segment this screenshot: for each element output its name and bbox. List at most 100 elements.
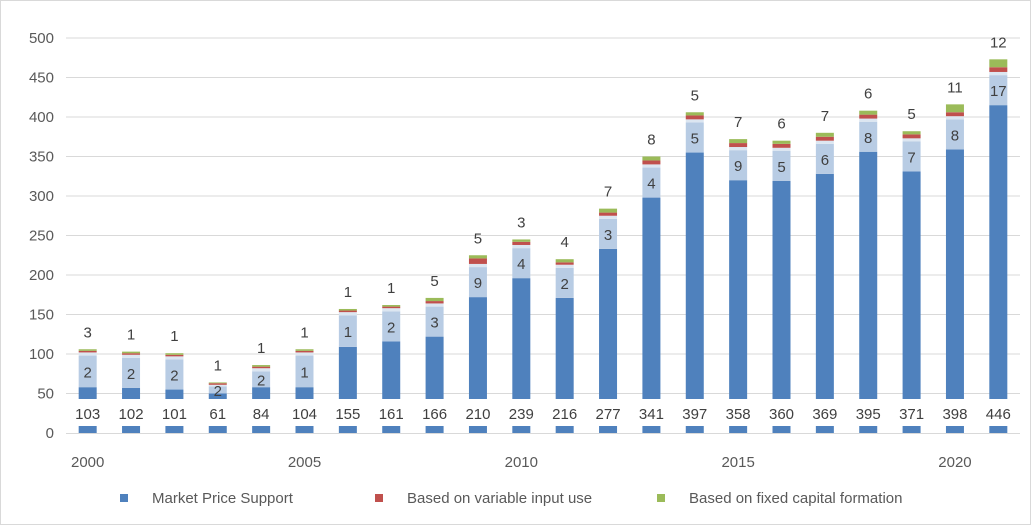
bar-segment: [382, 311, 401, 342]
top-label: 5: [691, 87, 699, 104]
legend-label: Based on variable input use: [407, 490, 592, 507]
bar-segment: [165, 353, 184, 355]
x-tick-label: 2020: [938, 454, 971, 471]
segment-label: 9: [734, 158, 742, 175]
bar-segment: [729, 180, 748, 433]
x-axis: 2000 2005 2010 2015 2020: [66, 433, 1020, 471]
top-label: 7: [821, 108, 829, 125]
bar-segment: [295, 355, 314, 388]
bar-segment: [122, 353, 141, 355]
top-label: 6: [864, 86, 872, 103]
bar-segment: [685, 112, 704, 116]
segment-label: 6: [821, 152, 829, 169]
bar-segment: [555, 259, 574, 263]
top-label: 5: [430, 273, 438, 290]
segment-label: 7: [907, 150, 915, 167]
bar-segment: [989, 105, 1008, 434]
bar-segment: [772, 180, 791, 433]
top-label: 5: [907, 106, 915, 123]
bar-segment: [772, 147, 791, 151]
bar-segment: [555, 264, 574, 268]
top-label: 3: [84, 324, 92, 341]
top-label: 1: [257, 340, 265, 357]
bottom-label: 103: [75, 406, 100, 423]
bar-segment: [685, 119, 704, 123]
y-tick-label: 200: [29, 267, 54, 284]
bar-segment: [945, 112, 964, 117]
bar-segment: [815, 143, 834, 174]
bar-segment: [382, 306, 401, 309]
bottom-label: 102: [119, 406, 144, 423]
bar-segment: [338, 310, 357, 313]
bottom-label: 369: [812, 406, 837, 423]
bar-segment: [252, 371, 271, 388]
bar-segment: [468, 255, 487, 259]
top-label: 11: [947, 79, 963, 96]
bar-segment: [685, 152, 704, 434]
bar-segment: [859, 118, 878, 122]
bar-segment: [642, 164, 661, 168]
top-label: 6: [777, 116, 785, 133]
bottom-label: 101: [162, 406, 187, 423]
bar-segment: [815, 136, 834, 141]
bar-segment: [729, 147, 748, 151]
bar-segment: [945, 119, 964, 150]
segment-label: 2: [214, 383, 222, 400]
bar-segment: [78, 352, 97, 356]
x-tick-label: 2010: [505, 454, 538, 471]
bar-segment: [425, 306, 444, 337]
bar-segment: [859, 151, 878, 433]
bar-segment: [208, 383, 227, 385]
bottom-label: 397: [682, 406, 707, 423]
y-tick-label: 0: [46, 425, 54, 442]
bottom-label: 398: [942, 406, 967, 423]
bar-segment: [555, 262, 574, 265]
bar-segment: [945, 149, 964, 433]
top-label: 5: [474, 230, 482, 247]
top-label: 1: [127, 327, 135, 344]
bottom-label: 216: [552, 406, 577, 423]
bottom-label: 358: [726, 406, 751, 423]
bar-segment: [425, 301, 444, 304]
x-tick-label: 2000: [71, 454, 104, 471]
top-label: 1: [214, 357, 222, 374]
bar-segment: [425, 297, 444, 302]
bar-segment: [945, 116, 964, 120]
bar-segment: [642, 197, 661, 433]
bar-segment: [859, 121, 878, 152]
bar-segment: [599, 248, 618, 433]
top-label: 1: [300, 324, 308, 341]
segment-label: 2: [170, 368, 178, 385]
bar-segment: [78, 350, 97, 353]
bar-segment: [815, 140, 834, 144]
bottom-label: 61: [209, 406, 226, 423]
bar-segment: [902, 131, 921, 135]
bar-segment: [989, 75, 1008, 106]
bottom-label: 239: [509, 406, 534, 423]
top-label: 4: [561, 234, 569, 251]
y-tick-label: 350: [29, 149, 54, 166]
bar-segment: [555, 267, 574, 298]
bar-segment: [772, 150, 791, 181]
bar-segment: [122, 354, 141, 358]
bar-segment: [642, 160, 661, 165]
bar-segment: [208, 384, 227, 387]
bottom-label: 161: [379, 406, 404, 423]
y-tick-label: 50: [37, 386, 54, 403]
y-tick-label: 150: [29, 307, 54, 324]
y-tick-label: 500: [29, 30, 54, 47]
bar-segment: [78, 349, 97, 351]
bar-segment: [512, 248, 531, 279]
legend: Market Price Support Based on variable in…: [120, 490, 902, 507]
segment-label: 3: [604, 227, 612, 244]
bar-segment: [772, 143, 791, 148]
bar-segment: [468, 263, 487, 268]
segment-label: 4: [647, 176, 655, 193]
segment-label: 4: [517, 256, 525, 273]
top-label: 12: [990, 34, 1007, 51]
bar-segment: [165, 359, 184, 390]
segment-label: 8: [951, 127, 959, 144]
segment-label: 1: [344, 324, 352, 341]
top-label: 7: [604, 184, 612, 201]
bottom-label: 210: [465, 406, 490, 423]
